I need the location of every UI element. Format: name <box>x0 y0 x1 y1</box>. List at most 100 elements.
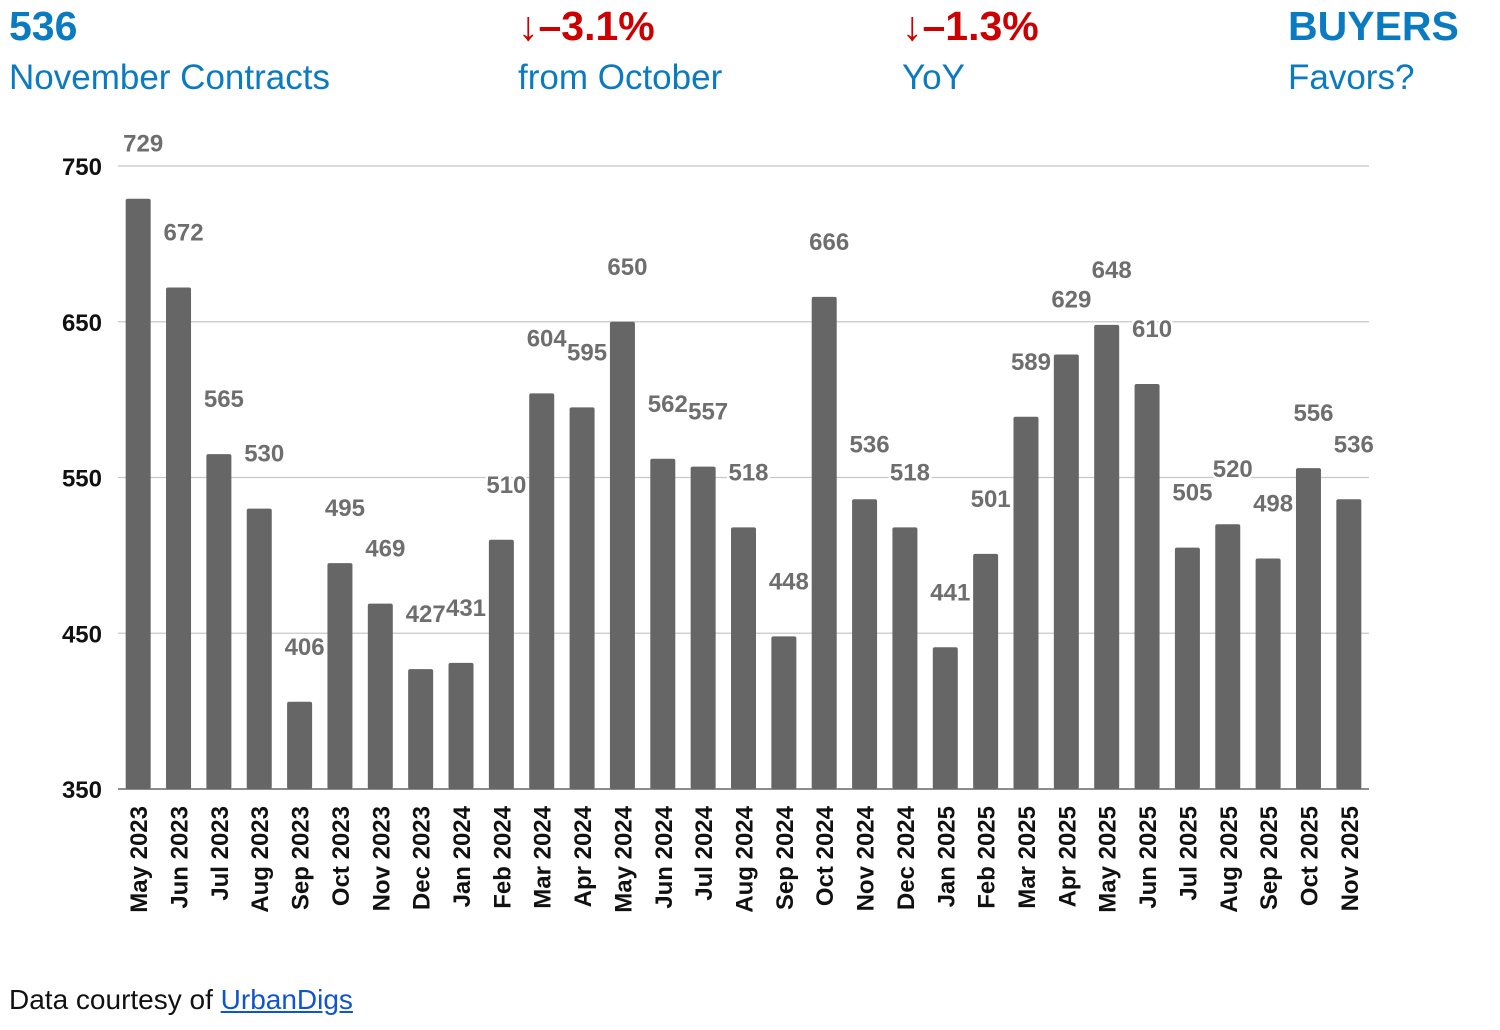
bar <box>609 321 635 789</box>
data-label: 536 <box>1334 431 1374 458</box>
data-label: 604 <box>527 325 568 352</box>
x-tick-label: Sep 2025 <box>1256 806 1283 910</box>
stat-value: ↓–3.1% <box>518 3 655 49</box>
y-tick-label: 450 <box>62 621 102 648</box>
bar <box>1174 547 1200 789</box>
bar <box>246 508 272 789</box>
stat-label: Favors? <box>1288 58 1415 97</box>
stat-market-favors: BUYERS Favors? <box>1288 2 1459 106</box>
bar <box>1013 416 1039 789</box>
x-tick-label: Mar 2025 <box>1014 806 1041 909</box>
x-tick-label: Aug 2023 <box>247 806 274 913</box>
bar <box>731 527 756 789</box>
data-label: 729 <box>123 131 163 158</box>
data-label: 666 <box>809 229 849 256</box>
data-label: 431 <box>446 595 486 622</box>
x-tick-label: Jan 2024 <box>449 805 476 907</box>
data-label: 562 <box>648 391 688 418</box>
bar <box>448 662 474 789</box>
bar <box>367 603 393 789</box>
x-tick-label: Jul 2023 <box>207 806 234 901</box>
x-tick-label: Jun 2024 <box>651 805 678 908</box>
bar <box>852 499 878 789</box>
data-label: 557 <box>688 399 728 426</box>
x-tick-label: Oct 2025 <box>1296 806 1323 906</box>
data-label: 536 <box>850 431 890 458</box>
urbandigs-link[interactable]: UrbanDigs <box>220 984 353 1015</box>
bar <box>1215 524 1241 789</box>
data-label: 595 <box>567 339 607 366</box>
data-label: 505 <box>1172 480 1212 507</box>
data-label: 448 <box>769 568 809 595</box>
x-tick-label: Dec 2023 <box>409 806 436 910</box>
x-tick-label: Oct 2024 <box>812 805 839 906</box>
data-label: 406 <box>285 634 325 661</box>
data-label: 495 <box>325 495 365 522</box>
data-label: 520 <box>1213 456 1253 483</box>
bar <box>408 669 434 789</box>
stat-label: November Contracts <box>9 58 330 97</box>
data-label: 650 <box>607 254 647 281</box>
bar <box>1255 558 1281 789</box>
data-source-credit: Data courtesy of UrbanDigs <box>9 984 353 1016</box>
x-tick-label: Aug 2024 <box>732 805 759 912</box>
bar <box>287 701 313 789</box>
x-tick-label: Apr 2024 <box>570 805 597 907</box>
data-label: 556 <box>1293 400 1333 427</box>
x-tick-label: Sep 2023 <box>288 806 315 910</box>
x-tick-label: Apr 2025 <box>1054 806 1081 907</box>
data-label: 498 <box>1253 490 1293 517</box>
bar <box>892 527 918 789</box>
y-tick-label: 750 <box>62 154 102 181</box>
bars <box>125 198 1362 789</box>
x-tick-label: Feb 2025 <box>974 806 1001 909</box>
data-label: 648 <box>1092 257 1132 284</box>
data-label: 589 <box>1011 349 1051 376</box>
data-label: 510 <box>486 472 526 499</box>
x-tick-label: Jun 2025 <box>1135 806 1162 909</box>
bar <box>166 287 192 789</box>
y-axis-tick-labels: 750 650 550 450 350 <box>62 154 102 804</box>
bar <box>488 539 514 789</box>
x-tick-label: Jul 2025 <box>1175 806 1202 901</box>
y-tick-label: 650 <box>62 310 102 337</box>
bar <box>811 296 837 789</box>
data-label: 610 <box>1132 316 1172 343</box>
x-tick-label: Aug 2025 <box>1216 806 1243 913</box>
bar <box>1053 354 1079 789</box>
bar <box>1094 324 1120 789</box>
x-tick-label: Feb 2024 <box>489 805 516 908</box>
bar <box>569 407 595 789</box>
bar <box>1134 384 1160 789</box>
x-tick-label: Nov 2025 <box>1337 806 1364 911</box>
y-tick-label: 350 <box>62 777 102 804</box>
data-label: 469 <box>365 536 405 563</box>
bar <box>206 454 232 789</box>
stat-value: BUYERS <box>1288 3 1459 49</box>
x-tick-label: Jun 2023 <box>167 806 194 909</box>
stat-november-contracts: 536 November Contracts <box>9 2 330 106</box>
data-label: 530 <box>244 441 284 468</box>
x-axis-tick-labels: May 2023 Jun 2023 Jul 2023 Aug 2023 Sep 2023… <box>126 805 1364 912</box>
stat-label: YoY <box>902 58 965 97</box>
data-label: 501 <box>971 486 1011 513</box>
stat-month-change: ↓–3.1% from October <box>518 2 722 106</box>
x-tick-label: Jul 2024 <box>691 805 718 900</box>
bar <box>932 647 958 789</box>
bar <box>973 553 999 789</box>
data-label: 629 <box>1051 286 1091 313</box>
x-tick-label: Sep 2024 <box>772 805 799 910</box>
data-label: 518 <box>890 459 930 486</box>
bar <box>690 466 716 789</box>
x-tick-label: Nov 2023 <box>368 806 395 911</box>
x-tick-label: Mar 2024 <box>530 805 557 908</box>
stat-label: from October <box>518 58 723 97</box>
stat-value: 536 <box>9 3 78 49</box>
bar <box>1336 499 1362 789</box>
bar <box>529 393 555 789</box>
x-tick-label: Jan 2025 <box>933 806 960 907</box>
x-tick-label: Nov 2024 <box>853 805 880 911</box>
bar <box>1295 468 1321 789</box>
